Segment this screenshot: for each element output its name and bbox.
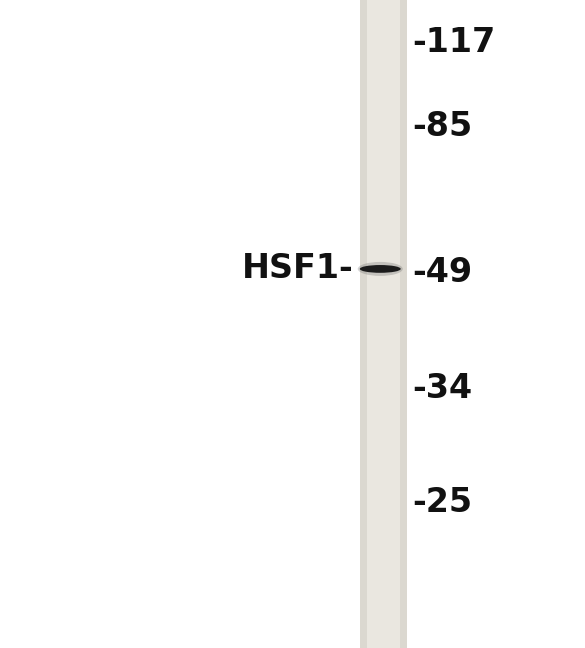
Text: -117: -117 — [412, 26, 495, 58]
Bar — [367, 0, 400, 648]
Text: -34: -34 — [412, 373, 473, 405]
Text: -85: -85 — [412, 110, 473, 143]
Text: HSF1-: HSF1- — [242, 253, 354, 285]
Ellipse shape — [360, 265, 401, 273]
Text: -25: -25 — [412, 486, 473, 518]
Bar — [360, 0, 407, 648]
Text: -49: -49 — [412, 256, 473, 288]
Ellipse shape — [357, 262, 403, 276]
